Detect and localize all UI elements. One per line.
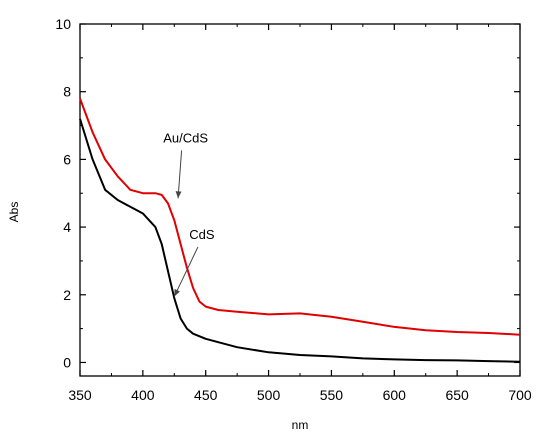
y-tick-label: 6 [63, 151, 71, 167]
y-tick-label: 10 [55, 16, 71, 32]
series-line-1 [79, 118, 521, 363]
x-tick-label: 650 [445, 387, 469, 403]
x-axis-label: nm [292, 418, 309, 432]
y-tick-label: 0 [63, 354, 71, 370]
y-tick-label: 8 [63, 84, 71, 100]
annotation-label-1: CdS [189, 227, 215, 242]
plot-frame [79, 23, 521, 377]
x-tick-label: 350 [68, 387, 92, 403]
x-tick-label: 550 [320, 387, 344, 403]
annotation-arrow-0 [175, 150, 183, 199]
x-tick-label: 450 [194, 387, 218, 403]
x-tick-label: 600 [383, 387, 407, 403]
x-tick-label: 500 [257, 387, 281, 403]
x-tick-label: 700 [508, 387, 532, 403]
y-tick-label: 4 [63, 219, 71, 235]
annotation-label-0: Au/CdS [163, 130, 208, 145]
series-line-0 [79, 98, 521, 336]
x-tick-label: 400 [131, 387, 155, 403]
plot-area: 350 400 450 500 550 600 650 700 0 2 4 6 8 10 Au/CdS CdS [55, 16, 531, 403]
y-axis-label: Abs [7, 202, 21, 223]
annotation-arrow-1 [173, 246, 199, 297]
y-tick-label: 2 [63, 287, 71, 303]
